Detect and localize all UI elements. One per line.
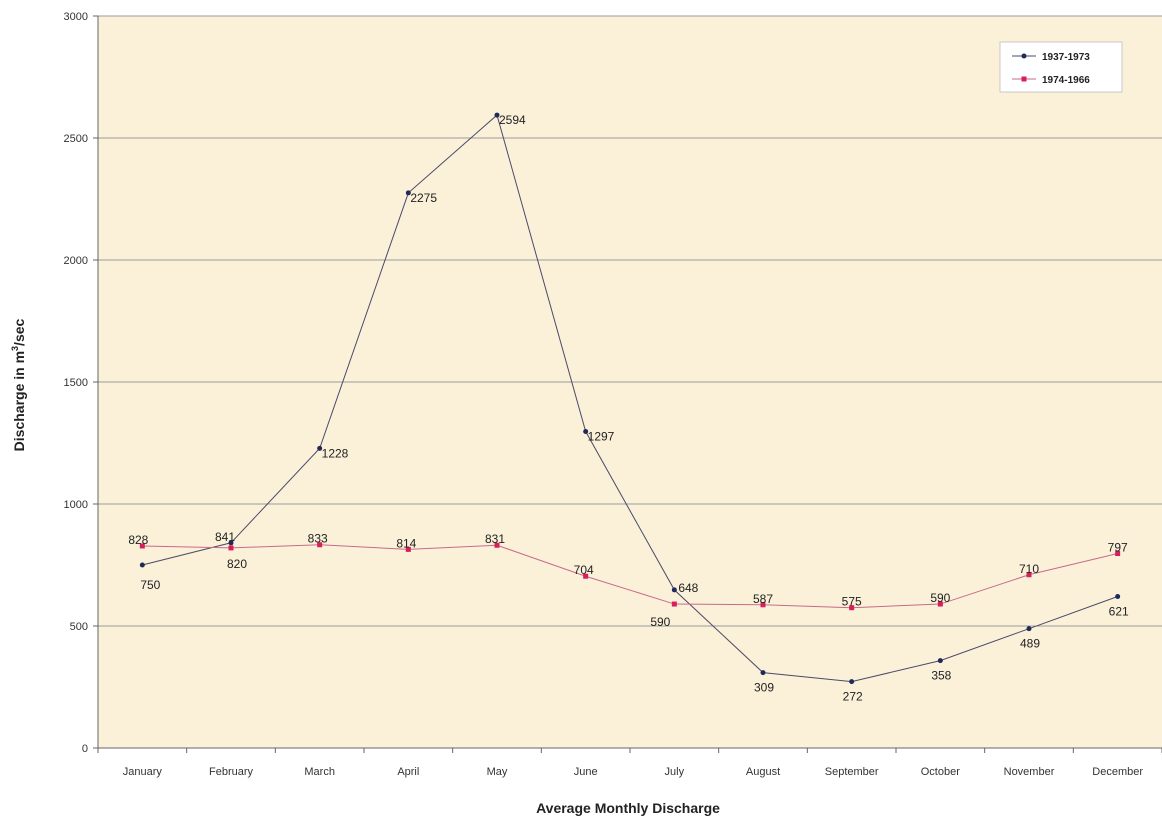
data-label-series-1: 1228 xyxy=(322,446,349,460)
y-tick-label: 2000 xyxy=(64,255,88,267)
data-point-series-2 xyxy=(405,546,411,552)
data-label-series-1: 489 xyxy=(1020,637,1040,651)
y-axis-title: Discharge in m3/sec xyxy=(10,318,27,451)
x-tick-label: December xyxy=(1092,766,1143,778)
data-point-series-2 xyxy=(228,545,234,551)
y-tick-label: 2500 xyxy=(64,133,88,145)
data-label-series-1: 750 xyxy=(140,578,160,592)
y-tick-label: 1500 xyxy=(64,377,88,389)
x-tick-label: March xyxy=(304,766,335,778)
data-label-series-1: 648 xyxy=(678,581,698,595)
data-point-series-1 xyxy=(671,587,677,593)
y-axis-title-main: Discharge in m xyxy=(11,351,27,451)
legend-label-series-2: 1974-1966 xyxy=(1042,75,1090,86)
data-point-series-1 xyxy=(139,562,145,568)
data-label-series-1: 358 xyxy=(931,669,951,683)
data-point-series-2 xyxy=(1115,551,1121,557)
data-label-series-2: 587 xyxy=(753,592,773,606)
data-point-series-2 xyxy=(139,543,145,549)
data-point-series-2 xyxy=(494,542,500,548)
data-point-series-2 xyxy=(1026,572,1032,578)
data-point-series-2 xyxy=(937,601,943,607)
y-tick-labels: 0 500 1000 1500 2000 2500 3000 xyxy=(64,11,88,755)
data-point-series-1 xyxy=(849,679,855,685)
data-point-series-2 xyxy=(849,605,855,611)
data-label-series-2: 590 xyxy=(650,615,670,629)
data-point-series-1 xyxy=(1115,593,1121,599)
x-tick-label: July xyxy=(665,766,685,778)
x-tick-label: August xyxy=(746,766,780,778)
data-label-series-1: 2594 xyxy=(499,113,526,127)
data-labels: 750 841 1228 2275 2594 1297 648 309 272 358 489 621… xyxy=(128,113,1129,704)
data-label-series-2: 828 xyxy=(128,533,148,547)
data-label-series-1: 1297 xyxy=(588,430,615,444)
y-tick-label: 3000 xyxy=(64,11,88,23)
y-axis-title-rest: /sec xyxy=(11,318,27,345)
data-point-series-2 xyxy=(760,602,766,608)
x-tick-label: September xyxy=(825,766,879,778)
legend-marker-series-1 xyxy=(1021,53,1027,59)
x-tick-label: November xyxy=(1004,766,1055,778)
series-lines xyxy=(139,112,1121,685)
data-label-series-2: 814 xyxy=(396,536,416,550)
data-label-series-2: 831 xyxy=(485,532,505,546)
data-point-series-1 xyxy=(937,658,943,664)
data-label-series-2: 833 xyxy=(308,532,328,546)
data-label-series-2: 797 xyxy=(1108,541,1128,555)
data-point-series-1 xyxy=(494,112,500,118)
gridlines xyxy=(93,15,1162,749)
x-tick-label: October xyxy=(921,766,960,778)
legend-label-series-1: 1937-1973 xyxy=(1042,52,1090,63)
data-label-series-1: 2275 xyxy=(410,191,437,205)
y-tick-label: 500 xyxy=(70,621,88,633)
x-tick-label: February xyxy=(209,766,254,778)
y-tick-label: 0 xyxy=(82,743,88,755)
legend: 1937-1973 1974-1966 xyxy=(999,41,1123,93)
data-label-series-2: 704 xyxy=(574,563,594,577)
x-tick-label: June xyxy=(574,766,598,778)
data-point-series-1 xyxy=(583,429,589,435)
data-label-series-1: 309 xyxy=(754,681,774,695)
data-point-series-2 xyxy=(671,601,677,607)
data-label-series-2: 820 xyxy=(227,557,247,571)
y-tick-label: 1000 xyxy=(64,499,88,511)
x-axis-title: Average Monthly Discharge xyxy=(536,800,720,816)
data-label-series-2: 710 xyxy=(1019,562,1039,576)
data-point-series-2 xyxy=(317,542,323,548)
x-tick-label: May xyxy=(487,766,508,778)
x-tick-labels: January February March April May June July Augu… xyxy=(97,748,1162,778)
data-point-series-1 xyxy=(228,540,234,546)
data-label-series-2: 575 xyxy=(842,595,862,609)
legend-box xyxy=(999,41,1123,93)
x-tick-label: April xyxy=(397,766,419,778)
data-point-series-1 xyxy=(1026,626,1032,632)
data-label-series-1: 621 xyxy=(1109,604,1129,618)
data-point-series-1 xyxy=(317,445,323,451)
y-axis-title-sup: 3 xyxy=(10,346,20,351)
data-label-series-2: 590 xyxy=(930,591,950,605)
legend-marker-series-2 xyxy=(1021,76,1027,82)
series-line-1 xyxy=(142,114,1118,683)
data-label-series-1: 272 xyxy=(843,690,863,704)
data-point-series-1 xyxy=(760,670,766,676)
data-point-series-2 xyxy=(583,573,589,579)
series-line-2 xyxy=(142,544,1118,609)
data-point-series-1 xyxy=(405,190,411,196)
data-label-series-1: 841 xyxy=(215,530,235,544)
x-tick-label: January xyxy=(123,766,163,778)
